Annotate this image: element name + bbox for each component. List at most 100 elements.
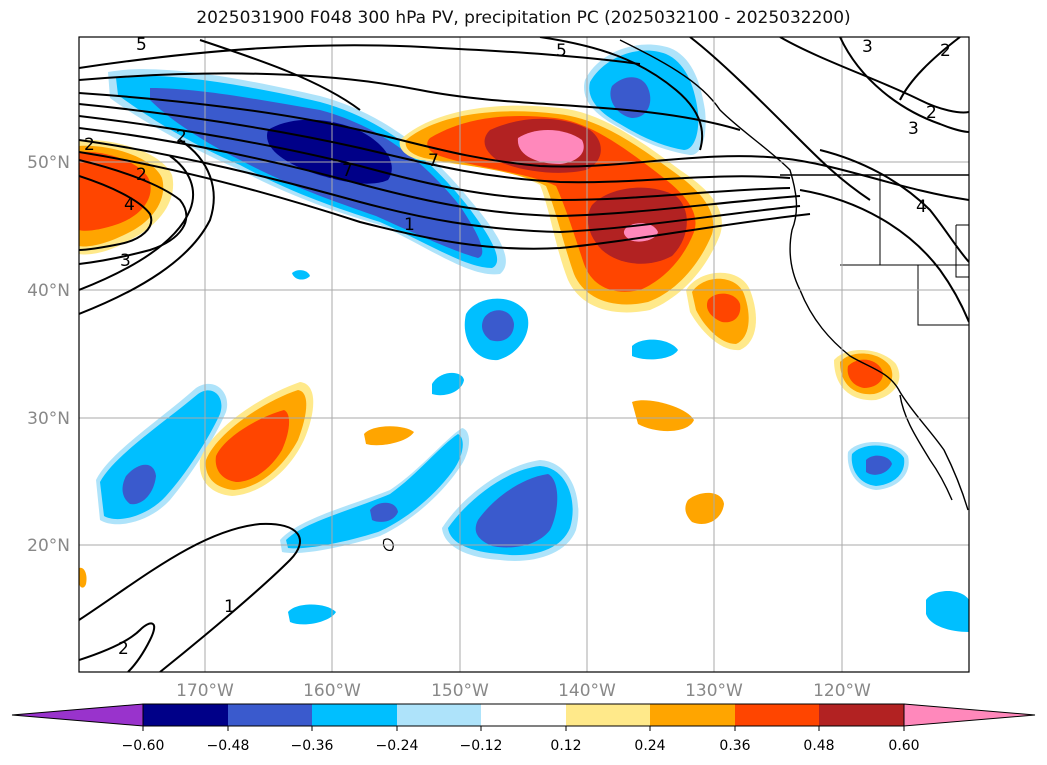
lat-label: 50°N bbox=[27, 153, 70, 173]
neg-region-central bbox=[482, 310, 514, 342]
lat-label: 30°N bbox=[27, 409, 70, 429]
colorbar-bin bbox=[143, 704, 228, 726]
pv-contour bbox=[79, 622, 156, 672]
neg-region-baja bbox=[866, 455, 892, 475]
pv-contour bbox=[689, 37, 871, 201]
contour-label: 7 bbox=[342, 161, 353, 181]
pos-region-west-blob bbox=[215, 410, 290, 482]
contour-label: 5 bbox=[556, 41, 567, 61]
colorbar-bin bbox=[228, 704, 312, 726]
pv-contour bbox=[539, 37, 704, 151]
contour-label: 2 bbox=[176, 127, 187, 147]
colorbar-bin bbox=[735, 704, 819, 726]
colorbar-tick-label: −0.12 bbox=[460, 738, 503, 754]
lon-labels: 170°W 160°W 150°W 140°W 130°W 120°W bbox=[176, 681, 871, 701]
colorbar-tick-label: −0.36 bbox=[291, 738, 334, 754]
neg-region-hawaii-chain bbox=[370, 502, 398, 522]
pos-region-socal bbox=[847, 359, 883, 388]
pv-contour bbox=[199, 39, 361, 111]
contour-label: 4 bbox=[124, 195, 135, 215]
pos-region-ne-pacific-peak bbox=[517, 129, 584, 164]
contour-label: 3 bbox=[908, 119, 919, 139]
colorbar-extend-right bbox=[903, 703, 1036, 727]
contour-labels: 5 5 2 2 2 3 2 4 3 1 1 2 3 2 4 7 7 bbox=[84, 37, 951, 659]
contour-label: 2 bbox=[118, 639, 129, 659]
pv-contour bbox=[79, 139, 215, 315]
colorbar-bin bbox=[566, 704, 650, 726]
pv-contour bbox=[799, 189, 969, 323]
neg-region-small bbox=[432, 372, 464, 396]
pos-region-west-edge bbox=[79, 151, 151, 231]
lon-label: 160°W bbox=[303, 681, 361, 701]
pos-region-offshore bbox=[706, 293, 741, 323]
colorbar-tick-label: −0.24 bbox=[376, 738, 419, 754]
colorbar-tick-label: 0.12 bbox=[550, 738, 581, 754]
contour-label: 3 bbox=[120, 251, 131, 271]
contour-label: 3 bbox=[862, 37, 873, 57]
pv-contour bbox=[79, 151, 811, 250]
neg-region-small bbox=[632, 339, 678, 360]
colorbar-tick-label: 0.60 bbox=[888, 738, 919, 754]
contour-label: 2 bbox=[84, 135, 95, 155]
map-border bbox=[78, 36, 970, 673]
colorbar-bin bbox=[819, 704, 904, 726]
pv-contour bbox=[79, 72, 741, 131]
pv-contour bbox=[79, 175, 153, 251]
map-title: 2025031900 F048 300 hPa PV, precipitatio… bbox=[196, 8, 851, 28]
contour-label: 1 bbox=[404, 215, 415, 235]
pv-contour bbox=[899, 37, 961, 101]
contour-label: 1 bbox=[224, 597, 235, 617]
pv-contour bbox=[79, 115, 791, 202]
colorbar-bin bbox=[312, 704, 397, 726]
colorbar-tick-label: 0.36 bbox=[719, 738, 750, 754]
colorbar-tick-label: −0.60 bbox=[122, 738, 165, 754]
lat-label: 20°N bbox=[27, 536, 70, 556]
lon-label: 120°W bbox=[813, 681, 871, 701]
pv-contour bbox=[779, 37, 969, 114]
colorbar: −0.60 −0.48 −0.36 −0.24 −0.12 0.12 0.24 … bbox=[11, 703, 1036, 754]
pv-contour bbox=[839, 37, 969, 133]
lon-label: 130°W bbox=[685, 681, 743, 701]
contour-label: 2 bbox=[940, 41, 951, 61]
neg-region-south bbox=[926, 591, 969, 632]
colorbar-extend-left bbox=[11, 703, 144, 727]
lon-label: 140°W bbox=[558, 681, 616, 701]
colorbar-bin bbox=[397, 704, 481, 726]
neg-region-west-streak bbox=[122, 464, 156, 505]
neg-region-south bbox=[288, 604, 336, 625]
pos-region-small bbox=[364, 426, 414, 446]
pos-region-small bbox=[632, 400, 694, 432]
pv-contour bbox=[79, 139, 801, 234]
colorbar-bin bbox=[650, 704, 735, 726]
pv-contour bbox=[79, 159, 188, 265]
contour-label: 2 bbox=[926, 103, 937, 123]
contour-label: 7 bbox=[428, 151, 439, 171]
pv-contour bbox=[79, 522, 301, 672]
colorbar-tick-label: −0.48 bbox=[207, 738, 250, 754]
neg-region-subtropical bbox=[475, 474, 558, 548]
neg-region-small bbox=[292, 270, 310, 280]
lat-labels: 50°N 40°N 30°N 20°N bbox=[27, 153, 70, 556]
pv-contour bbox=[79, 103, 791, 184]
lon-label: 170°W bbox=[176, 681, 234, 701]
contour-label: 4 bbox=[916, 197, 927, 217]
colorbar-bin bbox=[481, 704, 566, 726]
baja-coast bbox=[899, 394, 953, 501]
pv-contour bbox=[79, 127, 801, 218]
state-border bbox=[840, 175, 969, 326]
gridlines bbox=[79, 37, 969, 672]
contour-label: 2 bbox=[136, 165, 147, 185]
pv-contour bbox=[79, 155, 195, 291]
lon-label: 150°W bbox=[431, 681, 489, 701]
colorbar-tick-label: 0.24 bbox=[634, 738, 665, 754]
pv-contours bbox=[79, 37, 969, 672]
pv-contour bbox=[819, 149, 969, 263]
lat-label: 40°N bbox=[27, 281, 70, 301]
pos-region-south bbox=[79, 567, 87, 588]
neg-region-hawaii-chain bbox=[286, 434, 463, 549]
neg-region-alaska bbox=[610, 77, 651, 118]
pv-contour bbox=[79, 44, 641, 69]
colorbar-tick-label: 0.48 bbox=[803, 738, 834, 754]
